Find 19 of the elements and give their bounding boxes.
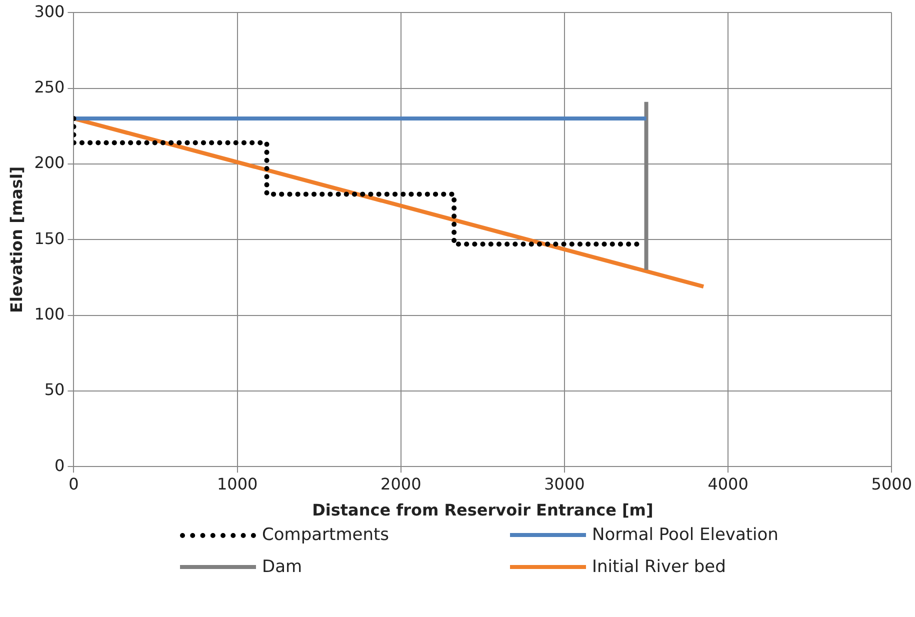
y-tick-label: 150 [34,228,65,248]
x-tick-label: 5000 [871,474,912,494]
y-tick-label: 300 [34,2,65,21]
y-tick-label: 50 [44,380,65,400]
y-tick-label: 200 [34,153,65,172]
legend-label: Dam [262,557,302,577]
legend-label: Normal Pool Elevation [592,525,778,545]
x-tick-label: 0 [68,474,79,494]
x-tick-label: 2000 [380,474,422,494]
y-tick-label: 100 [34,304,65,324]
x-tick-label: 4000 [708,474,748,494]
y-tick-label: 250 [34,77,65,96]
y-tick-label: 0 [54,456,65,475]
legend-label: Initial River bed [592,557,726,577]
x-tick-label: 3000 [544,474,585,494]
legend-label: Compartments [262,525,390,545]
x-axis-title: Distance from Reservoir Entrance [m] [312,500,654,520]
y-axis-title: Elevation [masl] [6,166,26,313]
x-tick-label: 1000 [216,474,258,494]
